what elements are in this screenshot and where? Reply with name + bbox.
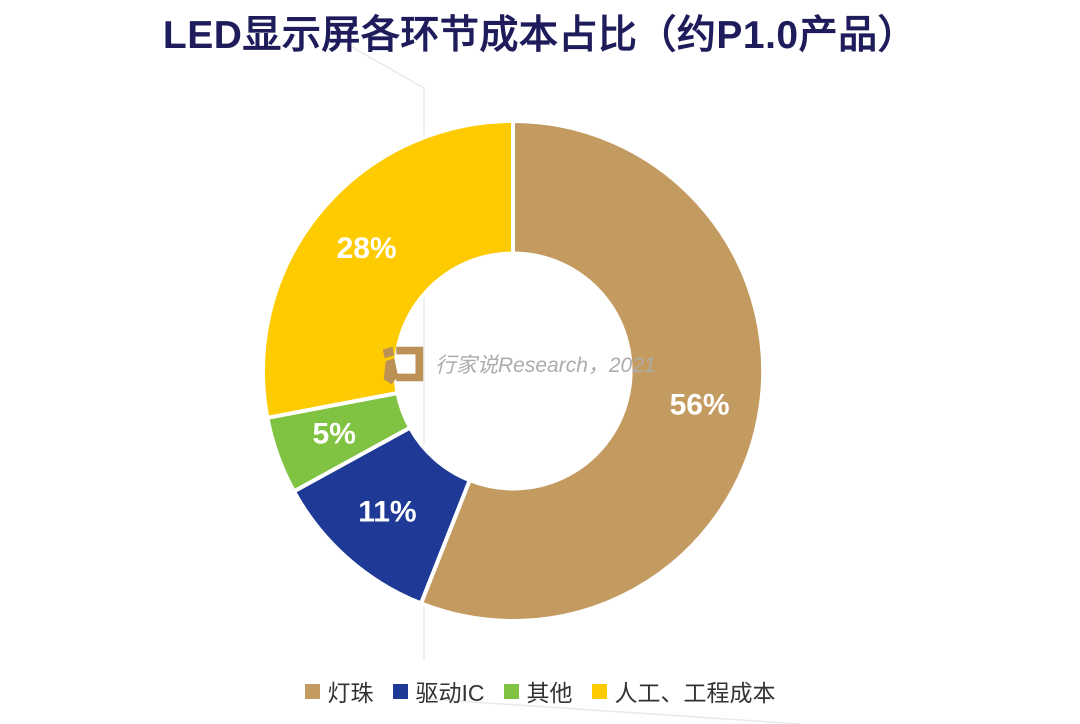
slice-label-1: 56% <box>670 389 730 422</box>
donut-slice-1[interactable] <box>419 119 766 623</box>
crease-line-top-diagonal <box>351 46 425 89</box>
donut-slice-2[interactable] <box>291 425 472 606</box>
donut-slice-4[interactable] <box>261 119 515 420</box>
legend-swatch <box>591 683 607 699</box>
legend-label: 人工、工程成本 <box>614 680 776 706</box>
legend-swatch <box>503 683 519 699</box>
legend-swatch <box>392 683 408 699</box>
slice-label-3: 5% <box>313 417 356 450</box>
legend-swatch <box>304 683 320 699</box>
chart-legend: 灯珠 驱动IC 其他 人工、工程成本 <box>0 674 1080 708</box>
legend-item-qita[interactable]: 其他 <box>503 674 573 708</box>
legend-item-dengzhu[interactable]: 灯珠 <box>304 674 374 708</box>
donut-slice-labels: 56% 11% 5% 28% <box>313 232 730 529</box>
chart-title: LED显示屏各环节成本占比（约P1.0产品） <box>162 14 918 57</box>
legend-label: 其他 <box>526 680 573 706</box>
slice-label-4: 28% <box>337 232 397 265</box>
legend-label: 灯珠 <box>327 680 374 706</box>
legend-item-qudong-ic[interactable]: 驱动IC <box>392 674 485 708</box>
legend-item-rengong[interactable]: 人工、工程成本 <box>591 674 776 708</box>
slice-label-2: 11% <box>358 495 416 528</box>
crease-line-bottom-diagonal <box>427 698 801 724</box>
legend-label: 驱动IC <box>415 680 485 706</box>
donut-slices <box>261 119 766 623</box>
